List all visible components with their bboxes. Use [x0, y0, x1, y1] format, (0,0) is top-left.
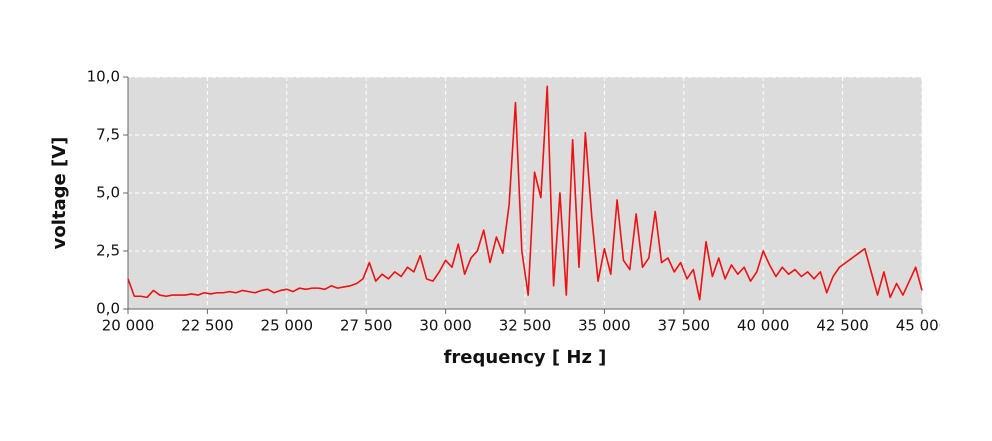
x-tick-label: 32 500 — [499, 317, 552, 335]
x-tick-label: 30 000 — [419, 317, 472, 335]
x-tick-label: 40 000 — [737, 317, 790, 335]
y-tick-label: 7,5 — [96, 126, 120, 144]
y-axis-title: voltage [V] — [49, 137, 70, 250]
y-tick-label: 0,0 — [96, 300, 120, 318]
y-tick-label: 2,5 — [96, 242, 120, 260]
x-tick-label: 35 000 — [578, 317, 631, 335]
chart-layer: 0,0 2,5 5,0 7,5 10,0 20 000 22 500 25 000 27 500… — [87, 68, 949, 335]
x-tick-label: 45 000 — [896, 317, 949, 335]
y-tick-label: 10,0 — [87, 68, 120, 86]
x-tick-label: 37 500 — [658, 317, 711, 335]
x-tick-label: 20 000 — [102, 317, 155, 335]
data-line — [127, 85, 923, 301]
x-axis-title: frequency [ Hz ] — [444, 347, 607, 368]
x-tick-label: 42 500 — [816, 317, 869, 335]
x-tick-label: 27 500 — [340, 317, 393, 335]
y-tick-label: 5,0 — [96, 184, 120, 202]
x-tick-label: 25 000 — [261, 317, 314, 335]
x-tick-label: 22 500 — [181, 317, 234, 335]
